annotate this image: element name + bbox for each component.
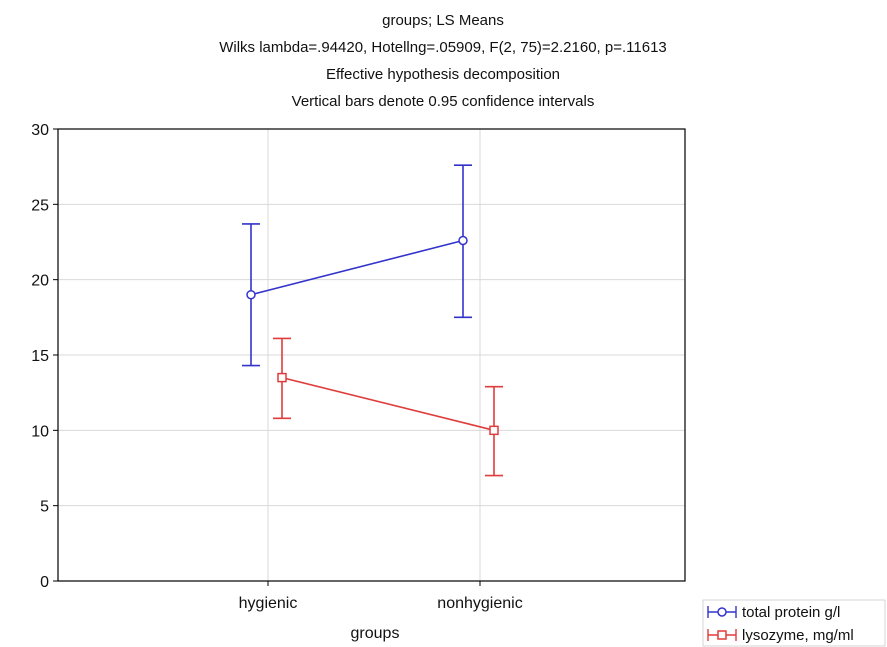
- data-point: [458, 235, 468, 246]
- x-tick-label: hygienic: [239, 595, 298, 612]
- y-tick-label: 5: [40, 499, 49, 516]
- series-1: [242, 164, 472, 367]
- legend-label: lysozyme, mg/ml: [742, 627, 854, 644]
- chart-title-line-2: Wilks lambda=.94420, Hotellng=.05909, F(…: [219, 39, 667, 56]
- y-axis-ticks: 0 5 10 15 20 25 30: [31, 122, 58, 591]
- y-tick-label: 30: [31, 122, 49, 139]
- data-point: [489, 425, 499, 436]
- legend-marker: [717, 630, 727, 640]
- grid-lines: [58, 129, 685, 581]
- chart-title-line-1: groups; LS Means: [382, 12, 504, 29]
- data-point: [277, 372, 287, 383]
- chart-title-line-3: Effective hypothesis decomposition: [326, 66, 560, 83]
- y-tick-label: 0: [40, 574, 49, 591]
- y-tick-label: 15: [31, 348, 49, 365]
- series-2: [273, 337, 503, 477]
- legend: total protein g/l lysozyme, mg/ml: [702, 599, 886, 647]
- legend-box: [702, 599, 886, 647]
- series-line: [250, 239, 464, 296]
- x-tick-label: nonhygienic: [437, 595, 522, 612]
- chart-title-line-4: Vertical bars denote 0.95 confidence int…: [292, 93, 595, 110]
- legend-label: total protein g/l: [742, 604, 840, 621]
- data-point: [246, 289, 256, 300]
- y-tick-label: 25: [31, 197, 49, 214]
- plot-frame: [57, 128, 686, 582]
- series-layer: [242, 164, 503, 477]
- y-tick-label: 20: [31, 273, 49, 290]
- y-tick-label: 10: [31, 423, 49, 440]
- x-axis-ticks: hygienic nonhygienic: [239, 581, 523, 612]
- x-axis-label: groups: [351, 625, 400, 642]
- series-line: [281, 376, 495, 432]
- legend-marker: [717, 607, 727, 617]
